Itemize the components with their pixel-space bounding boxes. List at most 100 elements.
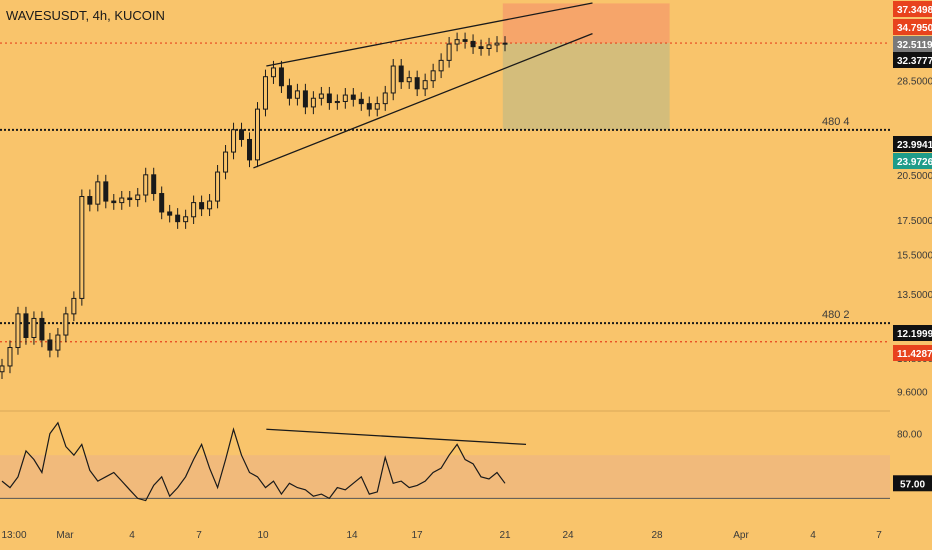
trendline[interactable] (266, 2, 593, 67)
price-tag[interactable] (893, 1, 932, 17)
candle-body (135, 194, 141, 201)
oscillator-tick-label: 80.00 (897, 430, 922, 441)
trendline[interactable] (253, 33, 593, 169)
x-tick-label: 17 (411, 530, 423, 541)
candle-body (119, 197, 125, 204)
price-tag[interactable] (893, 345, 932, 361)
candle-body (366, 103, 372, 110)
oscillator-trendline[interactable] (266, 428, 527, 446)
candle-body (231, 129, 237, 153)
candle-body (159, 193, 165, 213)
x-tick-label: 10 (257, 530, 269, 541)
candle-body (342, 94, 348, 102)
price-tag-label: 37.3498 (897, 5, 932, 16)
candle-body (454, 39, 460, 45)
candle-body (406, 77, 412, 83)
candle-body (286, 85, 292, 99)
x-tick-label: 14 (346, 530, 358, 541)
take-profit-zone[interactable] (502, 43, 670, 130)
y-tick-label: 13.5000 (897, 290, 932, 301)
candle-body (422, 80, 428, 90)
candle-body (414, 77, 420, 90)
candle-body (398, 65, 404, 83)
candle-body (502, 42, 508, 45)
candle-body (183, 216, 189, 223)
candle-body (167, 211, 173, 216)
candle-body (215, 171, 221, 202)
candle-body (486, 44, 492, 49)
price-tag-label: 32.5119 (897, 40, 932, 51)
candle-body (478, 46, 484, 49)
candle-body (15, 313, 21, 349)
y-tick-label: 20.5000 (897, 171, 932, 182)
price-tag[interactable] (893, 19, 932, 35)
candle-body (318, 93, 324, 99)
candle-body (79, 196, 85, 299)
candle-body (350, 94, 356, 100)
candle-body (382, 92, 388, 105)
chart-title: WAVESUSDT, 4h, KUCOIN (6, 8, 165, 23)
candle-body (446, 43, 452, 61)
candle-body (0, 365, 5, 373)
price-tag[interactable] (893, 136, 932, 152)
candle-body (39, 317, 45, 341)
level-annotation: 480 2 (822, 309, 850, 321)
x-tick-label: 4 (129, 530, 135, 541)
candle-body (270, 67, 276, 78)
candle-body (494, 42, 500, 46)
candle-body (326, 93, 332, 104)
candle-body (7, 347, 13, 367)
candle-body (239, 129, 245, 140)
candle-body (55, 334, 61, 351)
x-tick-label: 7 (196, 530, 202, 541)
candle-body (87, 196, 93, 205)
x-tick-label: 24 (562, 530, 574, 541)
candle-body (278, 67, 284, 87)
x-tick-label: 7 (876, 530, 882, 541)
candle-body (103, 181, 109, 202)
y-tick-label: 17.5000 (897, 216, 932, 227)
candle-body (151, 174, 157, 195)
price-tag-label: 11.4287 (897, 349, 932, 360)
candle-body (23, 313, 29, 338)
price-tag-label: 32.3777 (897, 56, 932, 67)
candle-body (334, 100, 340, 104)
price-tag-label: 12.1999 (897, 329, 932, 340)
y-tick-label: 15.5000 (897, 251, 932, 262)
time-axis[interactable] (0, 520, 890, 550)
candle-body (143, 174, 149, 196)
price-axis[interactable] (890, 0, 932, 550)
candle-body (390, 65, 396, 94)
candle-body (262, 76, 268, 110)
x-tick-label: Apr (733, 530, 749, 541)
price-tag-label: 34.7950 (897, 23, 932, 34)
candle-body (31, 317, 37, 338)
candle-body (207, 200, 213, 210)
candle-body (71, 297, 77, 315)
candle-body (254, 108, 260, 161)
price-tag-label: 23.9726 (897, 157, 932, 168)
candle-body (63, 313, 69, 336)
price-tag[interactable] (893, 36, 932, 52)
candle-body (310, 97, 316, 108)
candle-body (294, 90, 300, 99)
candle-body (95, 181, 101, 205)
level-annotation: 480 4 (822, 116, 850, 128)
price-tag[interactable] (893, 325, 932, 341)
stop-loss-zone[interactable] (502, 3, 670, 44)
y-tick-label: 9.6000 (897, 388, 928, 399)
candle-body (470, 40, 476, 48)
price-tag[interactable] (893, 153, 932, 169)
x-tick-label: 28 (651, 530, 663, 541)
price-tag[interactable] (893, 52, 932, 68)
candle-body (111, 200, 117, 204)
candle-body (430, 70, 436, 82)
candle-body (374, 103, 380, 110)
candle-body (127, 197, 133, 201)
x-tick-label: Mar (56, 530, 74, 541)
candle-body (199, 202, 205, 210)
oscillator-line[interactable] (1, 421, 506, 502)
candle-body (462, 39, 468, 42)
oscillator-value-tag[interactable] (893, 475, 932, 492)
